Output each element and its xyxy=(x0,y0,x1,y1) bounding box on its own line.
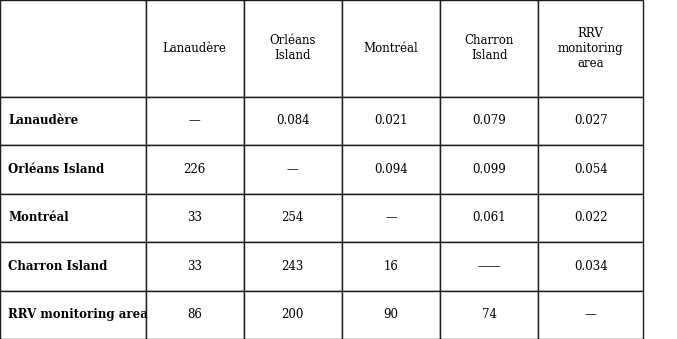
Bar xyxy=(146,194,244,242)
Bar xyxy=(538,145,643,194)
Bar xyxy=(244,242,342,291)
Bar xyxy=(538,242,643,291)
Bar xyxy=(440,97,538,145)
Bar xyxy=(342,291,440,339)
Bar xyxy=(440,291,538,339)
Text: 254: 254 xyxy=(282,211,304,224)
Bar xyxy=(146,145,244,194)
Bar xyxy=(146,97,244,145)
Text: ——: —— xyxy=(477,260,501,273)
Text: 0.054: 0.054 xyxy=(574,163,607,176)
Bar xyxy=(538,97,643,145)
Text: Charron Island: Charron Island xyxy=(8,260,108,273)
Text: 0.094: 0.094 xyxy=(374,163,408,176)
Text: 0.099: 0.099 xyxy=(473,163,506,176)
Text: —: — xyxy=(189,114,200,127)
Text: 0.027: 0.027 xyxy=(574,114,607,127)
Text: 33: 33 xyxy=(187,260,202,273)
Bar xyxy=(244,145,342,194)
Text: 33: 33 xyxy=(187,211,202,224)
Text: 200: 200 xyxy=(282,308,304,321)
Bar xyxy=(538,194,643,242)
Bar xyxy=(538,291,643,339)
Text: Lanaudère: Lanaudère xyxy=(162,42,227,55)
Bar xyxy=(244,97,342,145)
Text: 0.061: 0.061 xyxy=(473,211,506,224)
Bar xyxy=(0,97,146,145)
Bar xyxy=(0,0,146,97)
Text: 90: 90 xyxy=(383,308,399,321)
Bar xyxy=(538,0,643,97)
Text: 0.084: 0.084 xyxy=(276,114,309,127)
Text: —: — xyxy=(385,211,397,224)
Bar xyxy=(146,0,244,97)
Bar xyxy=(146,242,244,291)
Bar xyxy=(342,97,440,145)
Text: Lanaudère: Lanaudère xyxy=(8,114,79,127)
Text: —: — xyxy=(287,163,299,176)
Text: Orléans
Island: Orléans Island xyxy=(269,34,316,62)
Bar xyxy=(244,291,342,339)
Text: Montréal: Montréal xyxy=(8,211,69,224)
Bar xyxy=(0,145,146,194)
Text: RRV monitoring area: RRV monitoring area xyxy=(8,308,148,321)
Bar xyxy=(342,194,440,242)
Text: Charron
Island: Charron Island xyxy=(464,34,514,62)
Bar xyxy=(0,291,146,339)
Bar xyxy=(440,145,538,194)
Bar xyxy=(244,0,342,97)
Bar xyxy=(244,194,342,242)
Bar xyxy=(146,291,244,339)
Bar xyxy=(342,0,440,97)
Bar xyxy=(342,145,440,194)
Bar xyxy=(342,242,440,291)
Bar xyxy=(440,194,538,242)
Text: 243: 243 xyxy=(282,260,304,273)
Bar xyxy=(0,242,146,291)
Text: —: — xyxy=(585,308,596,321)
Text: Montréal: Montréal xyxy=(364,42,418,55)
Text: 0.079: 0.079 xyxy=(473,114,506,127)
Bar xyxy=(440,0,538,97)
Bar xyxy=(440,242,538,291)
Text: 0.022: 0.022 xyxy=(574,211,607,224)
Text: RRV
monitoring
area: RRV monitoring area xyxy=(558,27,624,70)
Text: 0.021: 0.021 xyxy=(374,114,408,127)
Text: 16: 16 xyxy=(384,260,398,273)
Text: 0.034: 0.034 xyxy=(574,260,607,273)
Text: 74: 74 xyxy=(481,308,497,321)
Text: Orléans Island: Orléans Island xyxy=(8,163,104,176)
Bar xyxy=(0,194,146,242)
Text: 86: 86 xyxy=(188,308,202,321)
Text: 226: 226 xyxy=(183,163,206,176)
